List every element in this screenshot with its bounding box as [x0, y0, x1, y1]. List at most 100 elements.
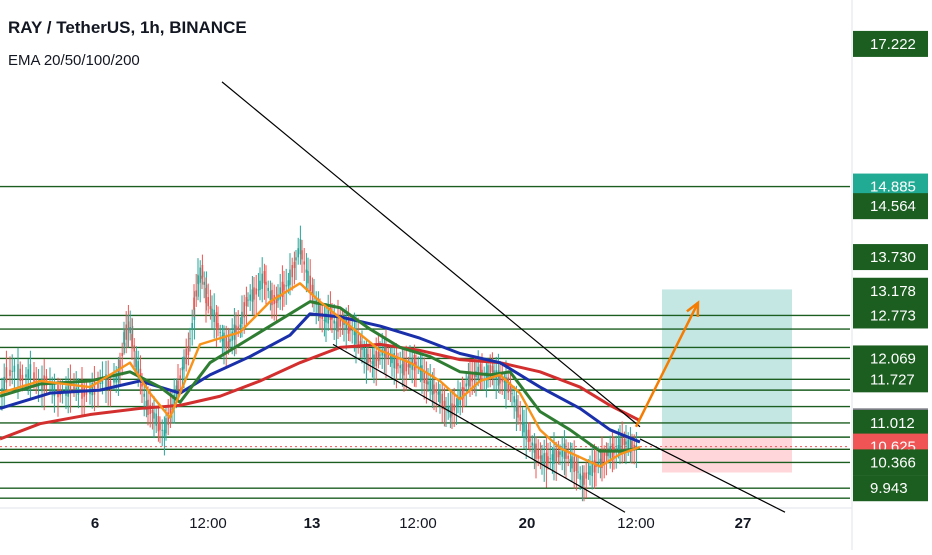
candle-body — [53, 384, 56, 397]
candle-body — [127, 328, 129, 330]
candle-body — [287, 280, 290, 287]
candle-body — [21, 374, 24, 381]
candle-body — [553, 448, 555, 464]
candle-body — [615, 449, 617, 451]
candle-body — [599, 458, 602, 468]
candle-body — [505, 376, 507, 390]
candle-body — [325, 313, 327, 323]
price-tag — [853, 475, 928, 502]
candle-body — [319, 305, 321, 318]
candle-body — [519, 414, 521, 421]
candle-body — [631, 441, 633, 451]
time-axis-tick: 27 — [735, 515, 752, 532]
candle-body — [511, 393, 513, 395]
candle-body — [621, 437, 623, 451]
projection-arrow — [634, 302, 700, 428]
candle-body — [121, 352, 123, 357]
candle-body — [571, 456, 573, 469]
candle-body — [17, 364, 19, 380]
candle-body — [257, 289, 260, 291]
candle-body — [295, 257, 297, 261]
time-axis-tick: 20 — [519, 515, 536, 532]
price-tag-label: 13.178 — [870, 283, 916, 300]
candle-body — [489, 364, 491, 377]
candle-body — [441, 393, 443, 409]
candle-body — [143, 393, 145, 397]
candle-body — [415, 361, 417, 368]
candle-body — [165, 418, 167, 434]
candle-body — [93, 379, 96, 395]
indicator-legend: EMA 20/50/100/200 — [8, 52, 140, 69]
ema50-line — [0, 300, 641, 453]
candle-body — [565, 449, 567, 459]
candle-body — [297, 248, 299, 258]
candle-body — [131, 334, 133, 347]
candle-body — [247, 299, 249, 301]
candle-body — [145, 400, 148, 410]
price-tag-label: 14.564 — [870, 198, 916, 215]
candle-body — [5, 367, 8, 383]
candle-body — [627, 439, 629, 449]
candle-body — [453, 404, 455, 411]
candle-body — [129, 327, 131, 334]
candle-body — [157, 416, 160, 432]
candle-body — [623, 438, 626, 446]
candle-body — [535, 443, 537, 459]
ema100-line — [0, 312, 641, 444]
price-tag — [853, 244, 928, 271]
candle-body — [589, 465, 591, 476]
projection-arrow-head — [686, 300, 700, 317]
candle-body — [75, 387, 77, 391]
candle-body — [605, 452, 608, 456]
candle-body — [435, 389, 437, 393]
candle-body — [569, 458, 572, 462]
candle-body — [263, 271, 266, 284]
candle-body — [309, 275, 311, 291]
price-tag — [853, 193, 928, 220]
candle-body — [349, 325, 351, 332]
candle-body — [181, 367, 184, 371]
candle-body — [183, 356, 185, 369]
price-tag — [853, 302, 928, 329]
candle-body — [237, 326, 239, 330]
candle-body — [459, 389, 461, 405]
candle-body — [399, 365, 401, 369]
candle-body — [133, 345, 135, 352]
candle-body — [547, 456, 549, 463]
candle-body — [403, 360, 405, 376]
price-tag — [853, 366, 928, 393]
candle-body — [439, 391, 441, 404]
candle-body — [353, 329, 356, 336]
candle-body — [367, 354, 369, 364]
candle-body — [523, 423, 525, 433]
candle-body — [283, 284, 285, 291]
candle-body — [471, 372, 473, 382]
candle-body — [413, 355, 416, 371]
candle-body — [199, 267, 201, 283]
candle-body — [251, 289, 254, 302]
candle-body — [159, 423, 161, 430]
candle-body — [267, 287, 269, 291]
candle-body — [243, 302, 245, 318]
candle-body — [617, 445, 620, 452]
candle-body — [531, 442, 533, 446]
candle-body — [573, 456, 575, 473]
candle-body — [259, 280, 261, 290]
candle-body — [153, 412, 155, 419]
candle-body — [445, 407, 447, 409]
candle-body — [375, 350, 377, 367]
candle-body — [507, 377, 509, 393]
candle-body — [423, 370, 425, 384]
candle-body — [179, 375, 181, 379]
candle-body — [161, 429, 163, 431]
candle-body — [365, 348, 368, 365]
price-tag — [853, 449, 928, 476]
candle-body — [155, 413, 157, 426]
candle-body — [431, 379, 434, 395]
price-tag-label: 9.943 — [870, 480, 908, 497]
candle-body — [539, 455, 542, 459]
candle-body — [591, 460, 593, 477]
candle-body — [517, 405, 519, 418]
price-tag-label: 12.773 — [870, 307, 916, 324]
